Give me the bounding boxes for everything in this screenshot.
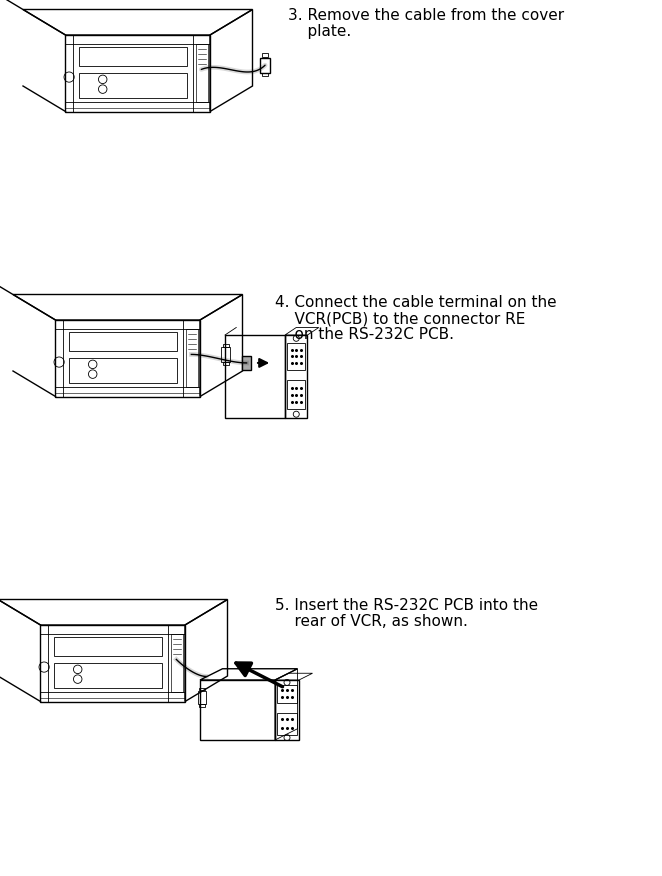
Text: plate.: plate.	[288, 24, 352, 39]
Text: 3. Remove the cable from the cover: 3. Remove the cable from the cover	[288, 8, 564, 23]
Text: on the RS-232C PCB.: on the RS-232C PCB.	[275, 327, 454, 342]
Text: rear of VCR, as shown.: rear of VCR, as shown.	[275, 614, 468, 629]
Text: 4. Connect the cable terminal on the: 4. Connect the cable terminal on the	[275, 295, 557, 310]
Polygon shape	[242, 357, 251, 370]
Text: VCR(PCB) to the connector RE: VCR(PCB) to the connector RE	[275, 311, 526, 326]
Text: 5. Insert the RS-232C PCB into the: 5. Insert the RS-232C PCB into the	[275, 598, 538, 613]
